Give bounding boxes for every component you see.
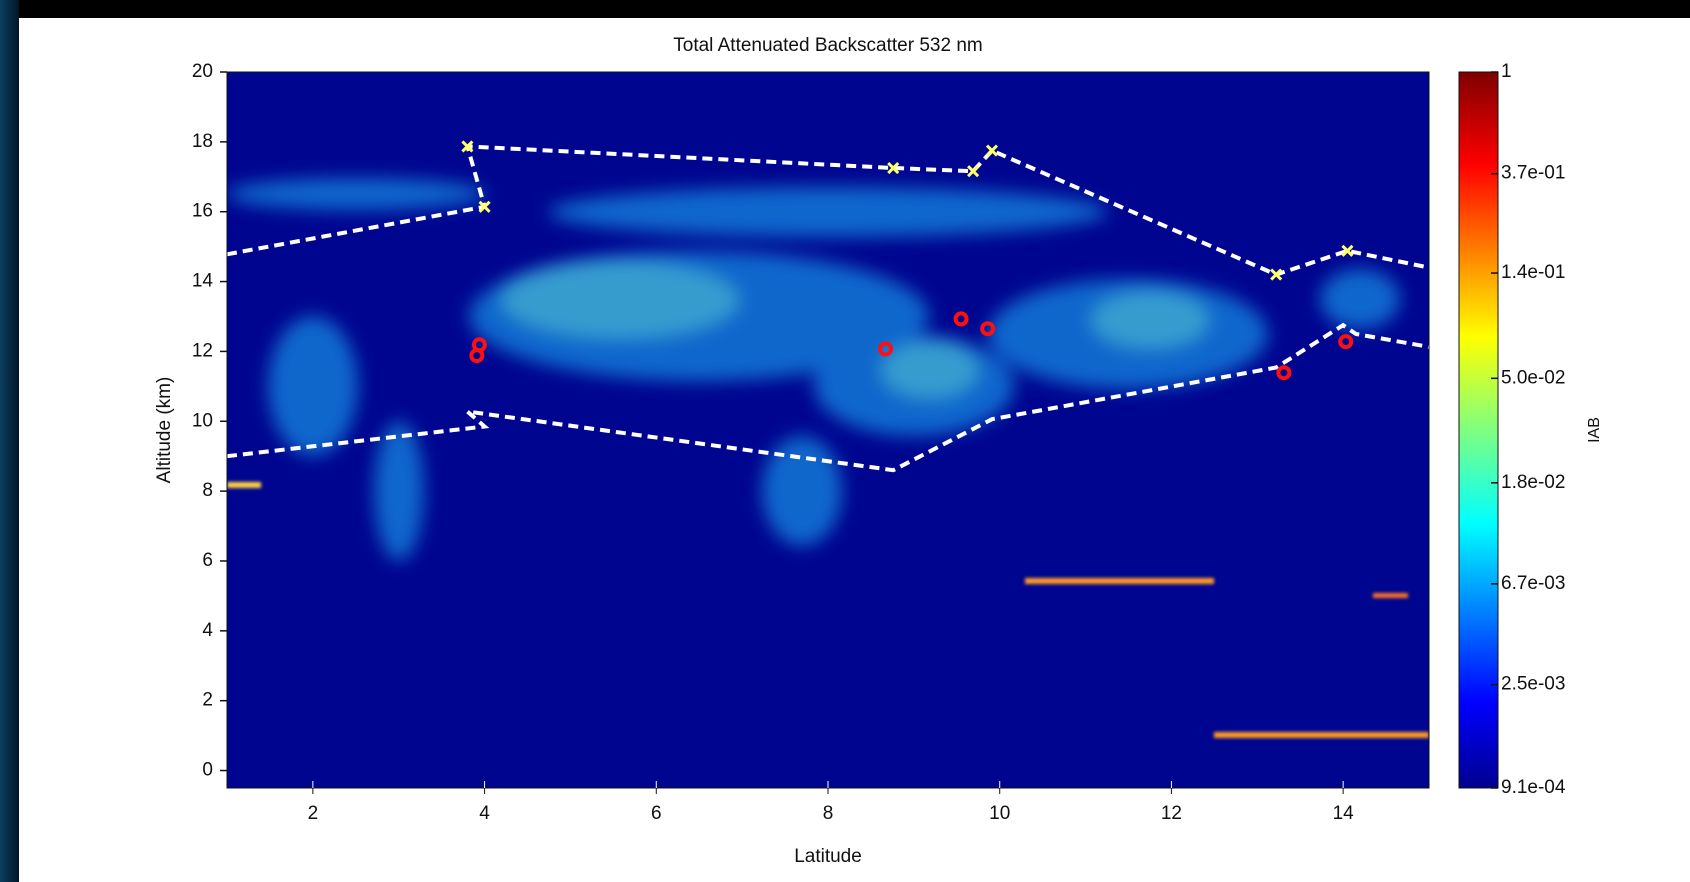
x-tick-label: 12 [1161, 803, 1182, 824]
y-tick-label: 18 [192, 131, 213, 152]
y-tick-label: 16 [192, 201, 213, 222]
colorbar-tick-label: 1 [1501, 61, 1512, 82]
x-tick-label: 2 [308, 803, 319, 824]
colorbar-tick-label: 5.0e-02 [1501, 367, 1565, 388]
x-tick-label: 10 [989, 803, 1010, 824]
y-axis-label: Altitude (km) [154, 377, 175, 484]
x-tick-label: 6 [651, 803, 662, 824]
x-axis-label: Latitude [794, 846, 862, 867]
x-tick-label: 14 [1333, 803, 1355, 824]
y-tick-label: 0 [202, 760, 213, 781]
chart: Total Attenuated Backscatter 532 nm Lati… [0, 0, 1690, 882]
y-tick-label: 6 [202, 550, 213, 571]
colorbar-tick-label: 9.1e-04 [1501, 777, 1566, 798]
page: Total Attenuated Backscatter 532 nm Lati… [0, 0, 1690, 882]
x-tick-label: 8 [823, 803, 834, 824]
y-tick-label: 20 [192, 61, 213, 82]
chart-title: Total Attenuated Backscatter 532 nm [673, 35, 982, 56]
colorbar-tick-label: 1.4e-01 [1501, 262, 1565, 283]
x-tick-label: 4 [479, 803, 490, 824]
y-tick-label: 8 [202, 480, 213, 501]
colorbar-tick-label: 1.8e-02 [1501, 472, 1565, 493]
y-tick-label: 2 [202, 690, 213, 711]
colorbar-label: IAB [1586, 417, 1603, 443]
colorbar [1459, 72, 1498, 788]
colorbar-tick-label: 3.7e-01 [1501, 163, 1565, 184]
screen-edge [0, 0, 19, 882]
y-tick-label: 12 [192, 340, 213, 361]
y-tick-label: 10 [192, 410, 213, 431]
y-tick-label: 14 [192, 271, 214, 292]
y-tick-label: 4 [202, 620, 213, 641]
colorbar-tick-label: 6.7e-03 [1501, 573, 1565, 594]
colorbar-tick-label: 2.5e-03 [1501, 674, 1565, 695]
